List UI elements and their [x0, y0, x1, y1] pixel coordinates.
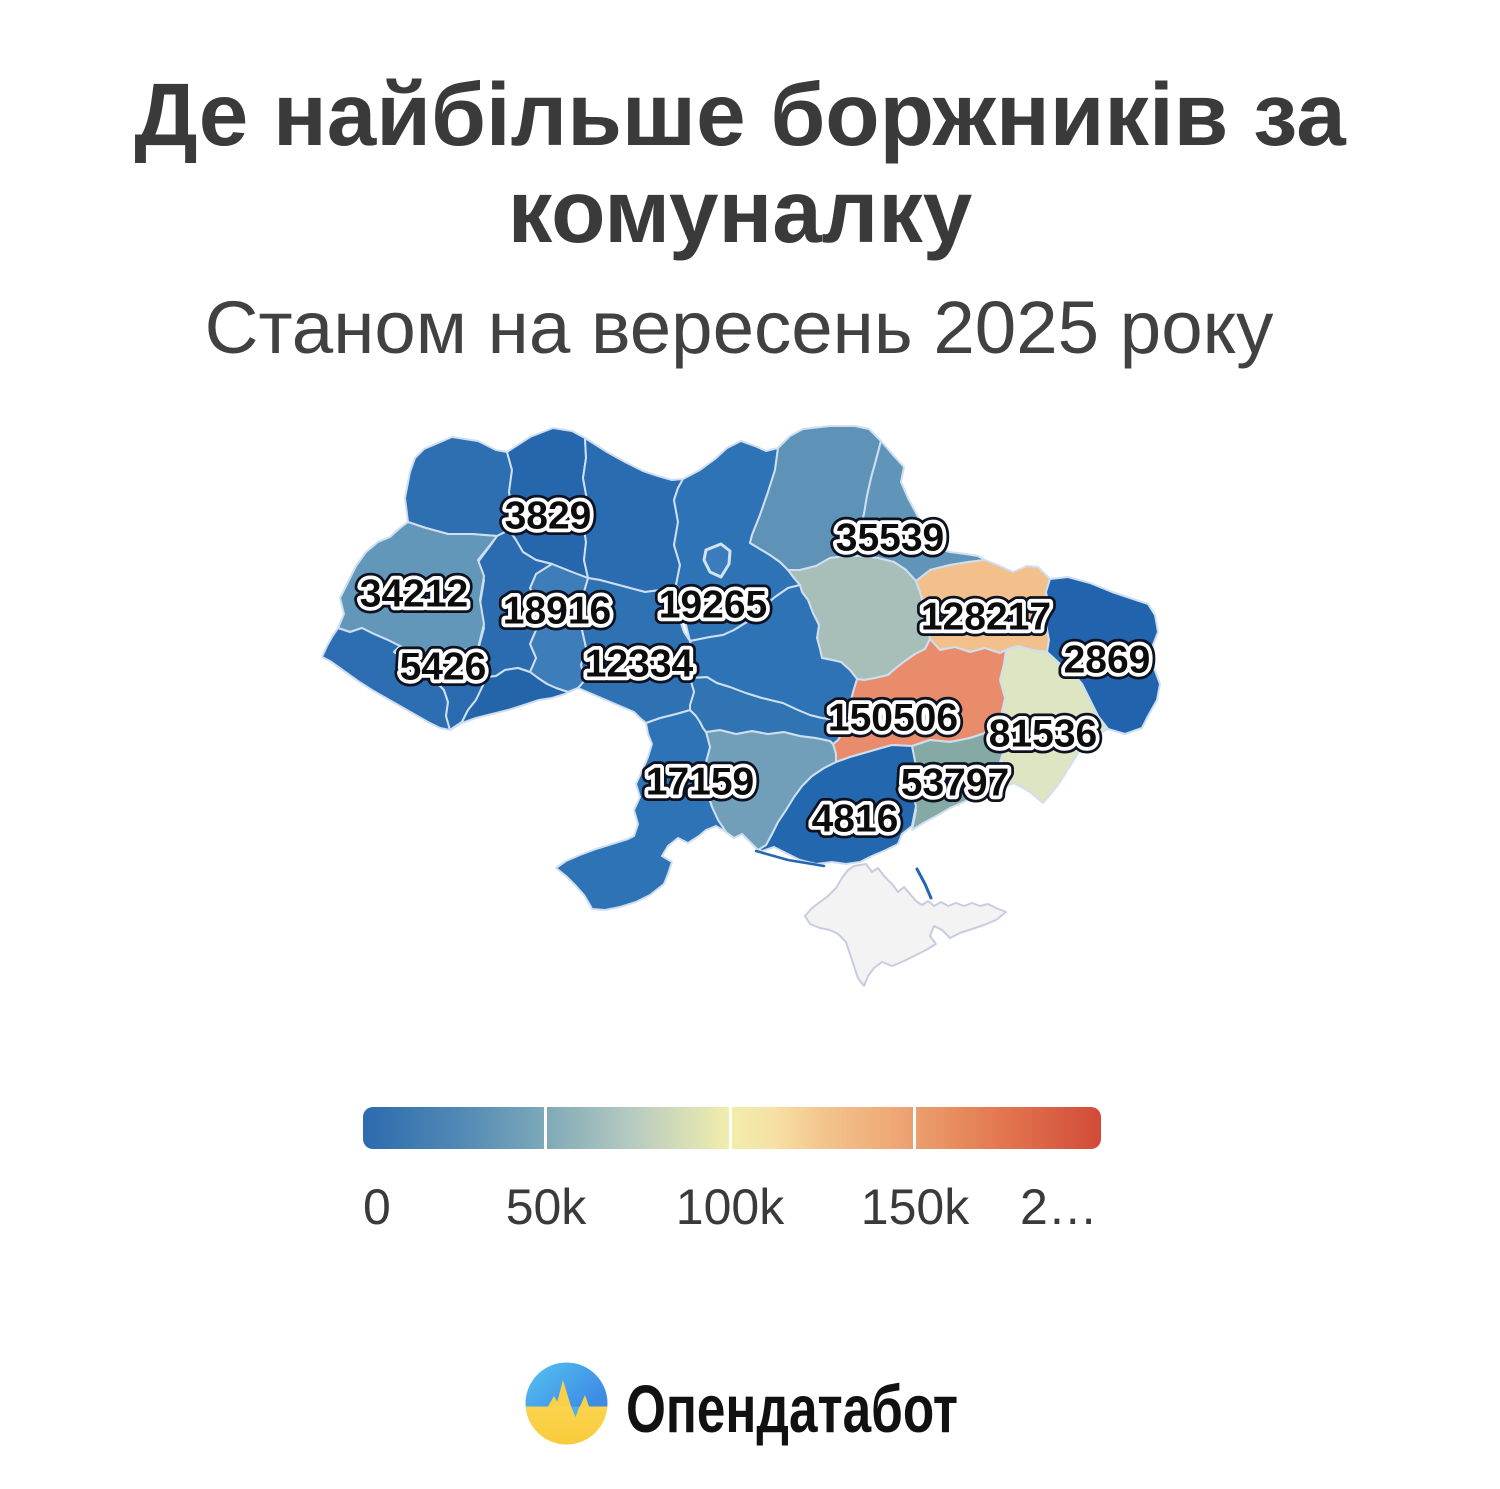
svg-text:12334: 12334	[585, 643, 694, 686]
svg-text:19265: 19265	[659, 584, 767, 627]
svg-text:2869: 2869	[1064, 639, 1151, 682]
svg-text:100k: 100k	[676, 1179, 785, 1235]
svg-text:81536: 81536	[989, 713, 1097, 756]
svg-text:18916: 18916	[503, 590, 611, 633]
svg-text:35539: 35539	[836, 517, 944, 560]
svg-text:3829: 3829	[505, 495, 592, 538]
svg-text:19265: 19265	[659, 584, 767, 627]
svg-text:Опендатабот: Опендатабот	[626, 1372, 958, 1447]
svg-text:5426: 5426	[400, 646, 487, 689]
svg-text:53797: 53797	[901, 762, 1009, 805]
svg-text:150k: 150k	[861, 1179, 970, 1235]
svg-text:128217: 128217	[921, 596, 1051, 639]
svg-text:18916: 18916	[503, 590, 611, 633]
svg-text:150506: 150506	[828, 697, 958, 740]
svg-text:3829: 3829	[505, 495, 592, 538]
svg-text:128217: 128217	[921, 596, 1051, 639]
svg-text:81536: 81536	[989, 713, 1097, 756]
svg-text:17159: 17159	[646, 761, 754, 804]
svg-text:35539: 35539	[836, 517, 944, 560]
svg-text:50k: 50k	[506, 1179, 588, 1235]
svg-text:2869: 2869	[1064, 639, 1151, 682]
svg-text:53797: 53797	[901, 762, 1009, 805]
svg-text:0: 0	[363, 1179, 391, 1235]
svg-text:4816: 4816	[812, 798, 899, 841]
svg-text:4816: 4816	[812, 798, 899, 841]
svg-text:150506: 150506	[828, 697, 958, 740]
svg-text:2…: 2…	[1020, 1179, 1098, 1235]
svg-text:12334: 12334	[585, 643, 694, 686]
svg-text:34212: 34212	[360, 573, 468, 616]
svg-text:34212: 34212	[360, 573, 468, 616]
svg-text:17159: 17159	[646, 761, 754, 804]
svg-text:5426: 5426	[400, 646, 487, 689]
